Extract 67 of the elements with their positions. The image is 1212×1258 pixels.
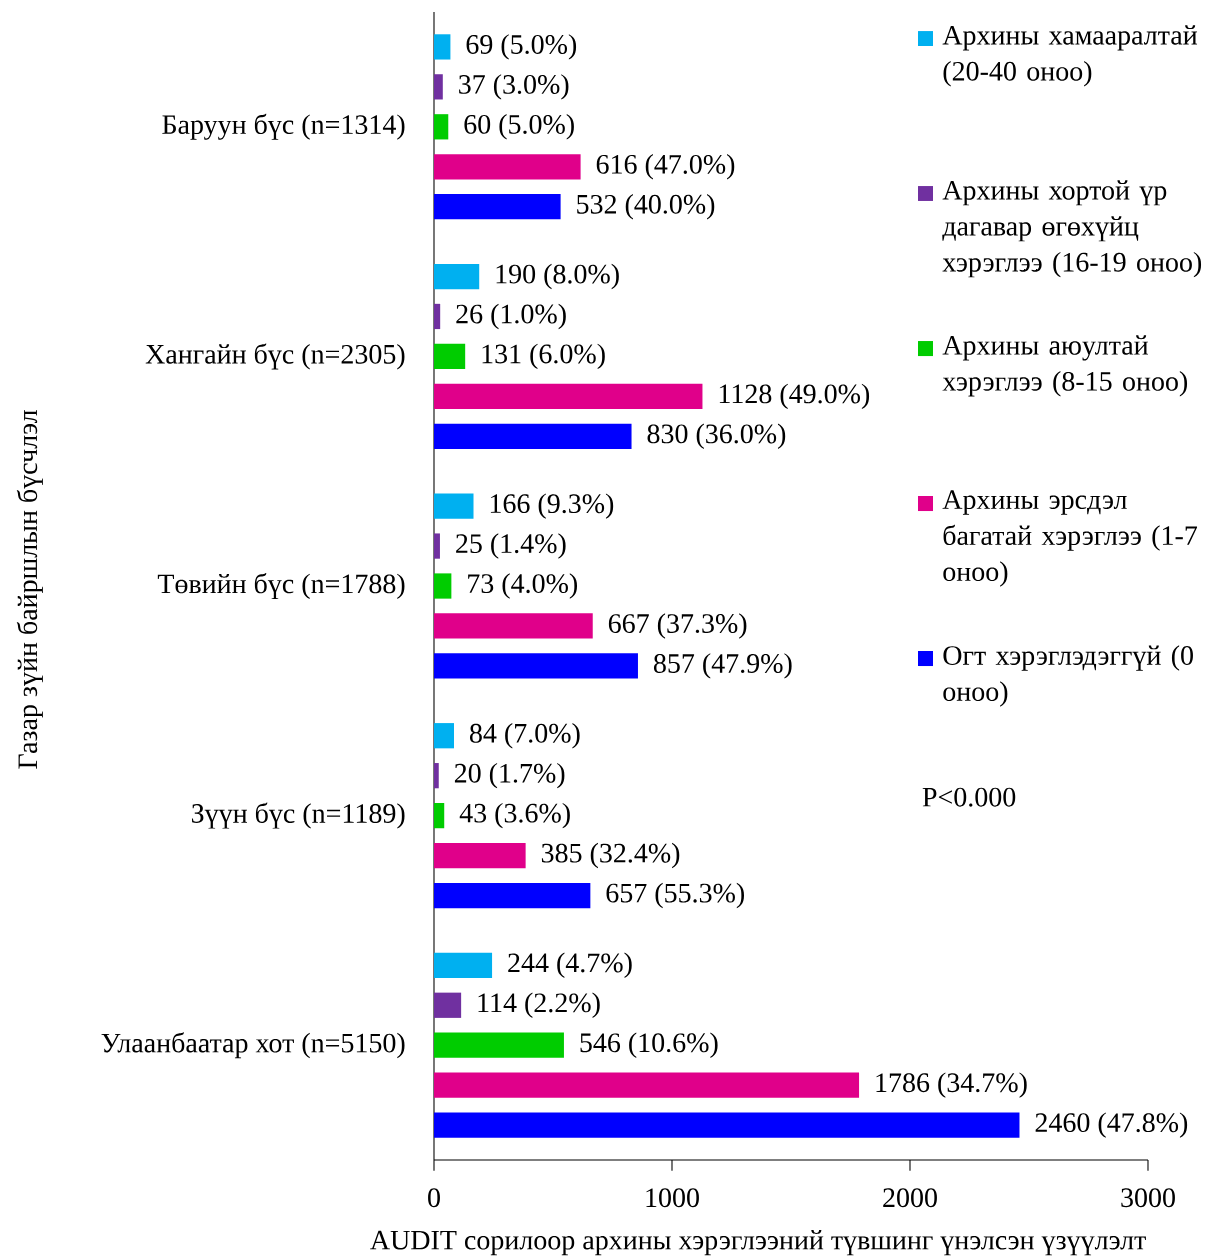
data-label: 73 (4.0%): [468, 573, 578, 599]
data-label: 667 (37.3%): [608, 613, 747, 639]
data-label: 84 (7.0%): [469, 723, 580, 749]
bar: [434, 74, 443, 100]
data-label: 131 (6.0%): [482, 343, 605, 370]
data-label: 25 (1.4%): [456, 533, 566, 559]
x-tick-label: 2000: [883, 1188, 937, 1208]
data-label: 857 (47.9%): [653, 653, 792, 679]
bar: [434, 154, 581, 180]
x-tick-label: 1000: [646, 1188, 699, 1208]
data-label: 830 (36.0%): [647, 423, 786, 450]
bar: [434, 992, 462, 1018]
bar: [434, 802, 445, 829]
x-tick-label: 0: [428, 1188, 440, 1208]
data-label: 37 (3.0%): [459, 74, 569, 100]
bar: [434, 383, 703, 409]
bar: [434, 842, 526, 869]
bar: [434, 723, 454, 749]
data-label: 657 (55.3%): [606, 882, 745, 909]
bar: [434, 613, 593, 639]
legend-label: Архины эрсдэл багатай хэрэглээ (1-7 оноо): [942, 490, 1198, 587]
data-label: 190 (8.0%): [496, 263, 619, 290]
bar: [434, 194, 561, 220]
data-label: 616 (47.0%): [596, 154, 735, 180]
bar: [434, 493, 474, 519]
data-label: 244 (4.7%): [508, 952, 632, 979]
y-tick-label: Зүүн бүс (n=1189): [191, 802, 405, 829]
data-label: 43 (3.6%): [459, 802, 570, 829]
bar: [434, 653, 638, 679]
data-label: 166 (9.3%): [490, 493, 614, 519]
y-axis-title: Газар зүйн байршлын бүсчлэл: [16, 410, 43, 769]
x-axis-title: AUDIT сорилоор архины хэрэглээний түвшинг үнэлсэн үзүүлэлт: [370, 1230, 1146, 1256]
legend-label: Огт хэрэглэдэггүй (0 оноо): [943, 645, 1193, 707]
x-tick-label: 3000: [1121, 1188, 1175, 1208]
data-label: 385 (32.4%): [541, 842, 680, 869]
annotation: P<0.000: [922, 787, 1016, 807]
bar: [434, 882, 591, 909]
data-label: 20 (1.7%): [454, 762, 565, 789]
bar: [434, 303, 441, 330]
data-label: 546 (10.6%): [580, 1032, 718, 1058]
y-tick-label: Төвийн бүс (n=1788): [157, 573, 405, 600]
bar: [434, 763, 439, 789]
bar: [434, 952, 493, 978]
bar: [434, 263, 480, 290]
bar: [434, 573, 452, 599]
legend-label: Архины аюултай хэрэглээ (8-15 оноо): [942, 335, 1188, 397]
bar: [434, 114, 449, 140]
bar: [434, 1112, 1020, 1138]
legend-label: Архины хамааралтай (20-40 оноо): [942, 25, 1198, 87]
bar: [434, 423, 632, 449]
bar: [434, 533, 440, 559]
legend-label: Архины хортой үр дагавар өгөхүйц хэрэглээ (16-19 оноо): [942, 180, 1202, 278]
y-tick-label: Хангайн бүс (n=2305): [145, 343, 405, 370]
bar: [434, 1072, 860, 1098]
bar: [434, 343, 466, 370]
data-label: 1786 (34.7%): [876, 1072, 1027, 1098]
bar: [434, 34, 451, 60]
y-tick-label: Баруун бүс (n=1314): [162, 113, 405, 140]
data-label: 2460 (47.8%): [1035, 1112, 1188, 1138]
bar: [434, 1032, 564, 1058]
data-label: 69 (5.0%): [466, 34, 577, 60]
data-label: 1128 (49.0%): [719, 383, 870, 410]
data-label: 60 (5.0%): [464, 114, 574, 140]
y-tick-label: Улаанбаатар хот (n=5150): [101, 1032, 405, 1059]
data-label: 26 (1.0%): [456, 303, 566, 330]
data-label: 532 (40.0%): [577, 194, 715, 220]
data-label: 114 (2.2%): [478, 992, 600, 1018]
